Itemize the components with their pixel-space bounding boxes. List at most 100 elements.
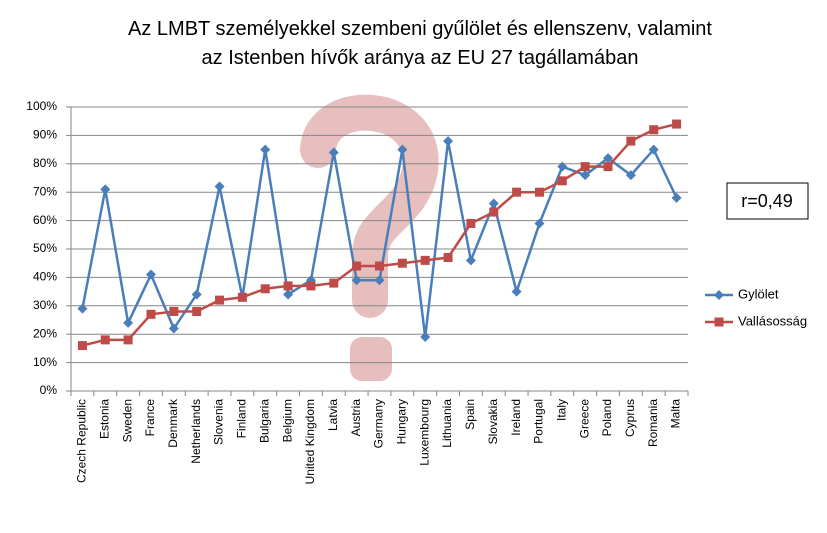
y-tick-label: 100% xyxy=(26,99,57,113)
x-tick-label: Finland xyxy=(235,399,249,438)
data-point xyxy=(306,281,316,291)
data-point xyxy=(420,332,431,343)
data-point xyxy=(648,144,659,155)
data-point xyxy=(489,207,499,217)
data-point xyxy=(420,255,430,265)
data-point xyxy=(557,161,568,172)
x-tick-label: Italy xyxy=(554,399,568,421)
data-point xyxy=(512,187,522,197)
y-tick-label: 70% xyxy=(33,184,57,198)
data-point xyxy=(192,306,202,316)
y-tick-label: 30% xyxy=(33,298,57,312)
x-tick-label: Malta xyxy=(669,399,683,429)
data-point xyxy=(443,253,453,263)
chart-title: az Istenben hívők aránya az EU 27 tagáll… xyxy=(202,47,639,69)
data-point xyxy=(375,261,384,271)
data-point xyxy=(397,258,407,268)
y-tick-label: 10% xyxy=(33,355,57,369)
x-tick-label: Slovakia xyxy=(486,399,500,445)
x-tick-label: Hungary xyxy=(395,399,409,444)
question-curve xyxy=(300,94,439,318)
annotation: r=0,49 xyxy=(741,191,793,211)
data-point xyxy=(580,162,590,172)
x-tick-label: Belgium xyxy=(280,399,294,442)
data-point xyxy=(215,295,225,305)
data-point xyxy=(169,306,179,316)
data-point xyxy=(237,292,247,302)
data-point xyxy=(283,281,293,291)
x-tick-label: France xyxy=(143,399,157,437)
data-point xyxy=(329,278,339,288)
data-point xyxy=(100,184,111,195)
x-tick-label: Slovenia xyxy=(212,399,226,445)
x-tick-label: Lithuania xyxy=(440,399,454,448)
data-point xyxy=(352,261,362,271)
x-tick-label: Portugal xyxy=(532,399,546,444)
x-tick-label: Sweden xyxy=(120,399,134,442)
data-point xyxy=(260,284,270,294)
data-point xyxy=(191,289,202,300)
x-tick-label: Spain xyxy=(463,399,477,430)
data-point xyxy=(168,323,179,334)
data-point xyxy=(626,136,636,146)
legend-marker xyxy=(714,290,724,300)
y-tick-label: 20% xyxy=(33,326,57,340)
x-tick-label: Cyprus xyxy=(623,399,637,437)
data-point xyxy=(649,125,659,135)
data-point xyxy=(351,275,362,286)
y-tick-label: 60% xyxy=(33,213,57,227)
data-point xyxy=(465,255,476,266)
x-tick-label: Germany xyxy=(372,399,386,448)
data-point xyxy=(625,170,636,181)
data-point xyxy=(557,176,567,186)
x-tick-label: Poland xyxy=(600,399,614,436)
data-point xyxy=(145,269,156,280)
x-tick-label: Estonia xyxy=(97,399,111,439)
y-tick-label: 90% xyxy=(33,128,57,142)
data-point xyxy=(123,317,134,328)
data-point xyxy=(328,147,339,158)
y-tick-label: 50% xyxy=(33,241,57,255)
y-tick-label: 0% xyxy=(40,383,58,397)
data-point xyxy=(123,335,133,345)
legend-label: Vallásosság xyxy=(738,313,807,328)
y-tick-label: 40% xyxy=(33,270,57,284)
data-point xyxy=(214,181,225,192)
legend-label: Gylölet xyxy=(738,286,779,301)
annotation-box xyxy=(726,182,809,220)
data-point xyxy=(672,119,682,129)
data-point xyxy=(603,153,614,164)
legend-marker xyxy=(714,317,724,327)
x-tick-label: Czech Republic xyxy=(75,399,89,483)
x-tick-label: Ireland xyxy=(509,399,523,436)
data-point xyxy=(534,187,544,197)
data-point xyxy=(146,309,156,319)
x-tick-label: Luxembourg xyxy=(417,399,431,466)
data-point xyxy=(260,144,271,155)
x-tick-label: Romania xyxy=(646,399,660,447)
data-point xyxy=(443,136,454,147)
data-point xyxy=(77,303,88,314)
data-point xyxy=(397,144,408,155)
x-tick-label: Netherlands xyxy=(189,399,203,464)
data-point xyxy=(580,170,591,181)
x-tick-label: Denmark xyxy=(166,398,180,448)
data-point xyxy=(466,218,476,228)
data-point xyxy=(603,162,613,172)
data-point xyxy=(671,192,682,203)
x-tick-label: United Kingdom xyxy=(303,399,317,484)
data-point xyxy=(374,275,385,286)
data-point xyxy=(77,341,87,351)
data-point xyxy=(100,335,110,345)
data-point xyxy=(283,289,294,300)
data-point xyxy=(534,218,545,229)
question-dot xyxy=(350,337,392,381)
y-tick-label: 80% xyxy=(33,156,57,170)
x-tick-label: Bulgaria xyxy=(257,399,271,443)
data-point xyxy=(511,286,522,297)
x-tick-label: Greece xyxy=(577,399,591,439)
chart-title: Az LMBT személyekkel szembeni gyűlölet é… xyxy=(128,18,712,40)
data-point xyxy=(488,198,499,209)
x-tick-label: Austria xyxy=(349,399,363,437)
